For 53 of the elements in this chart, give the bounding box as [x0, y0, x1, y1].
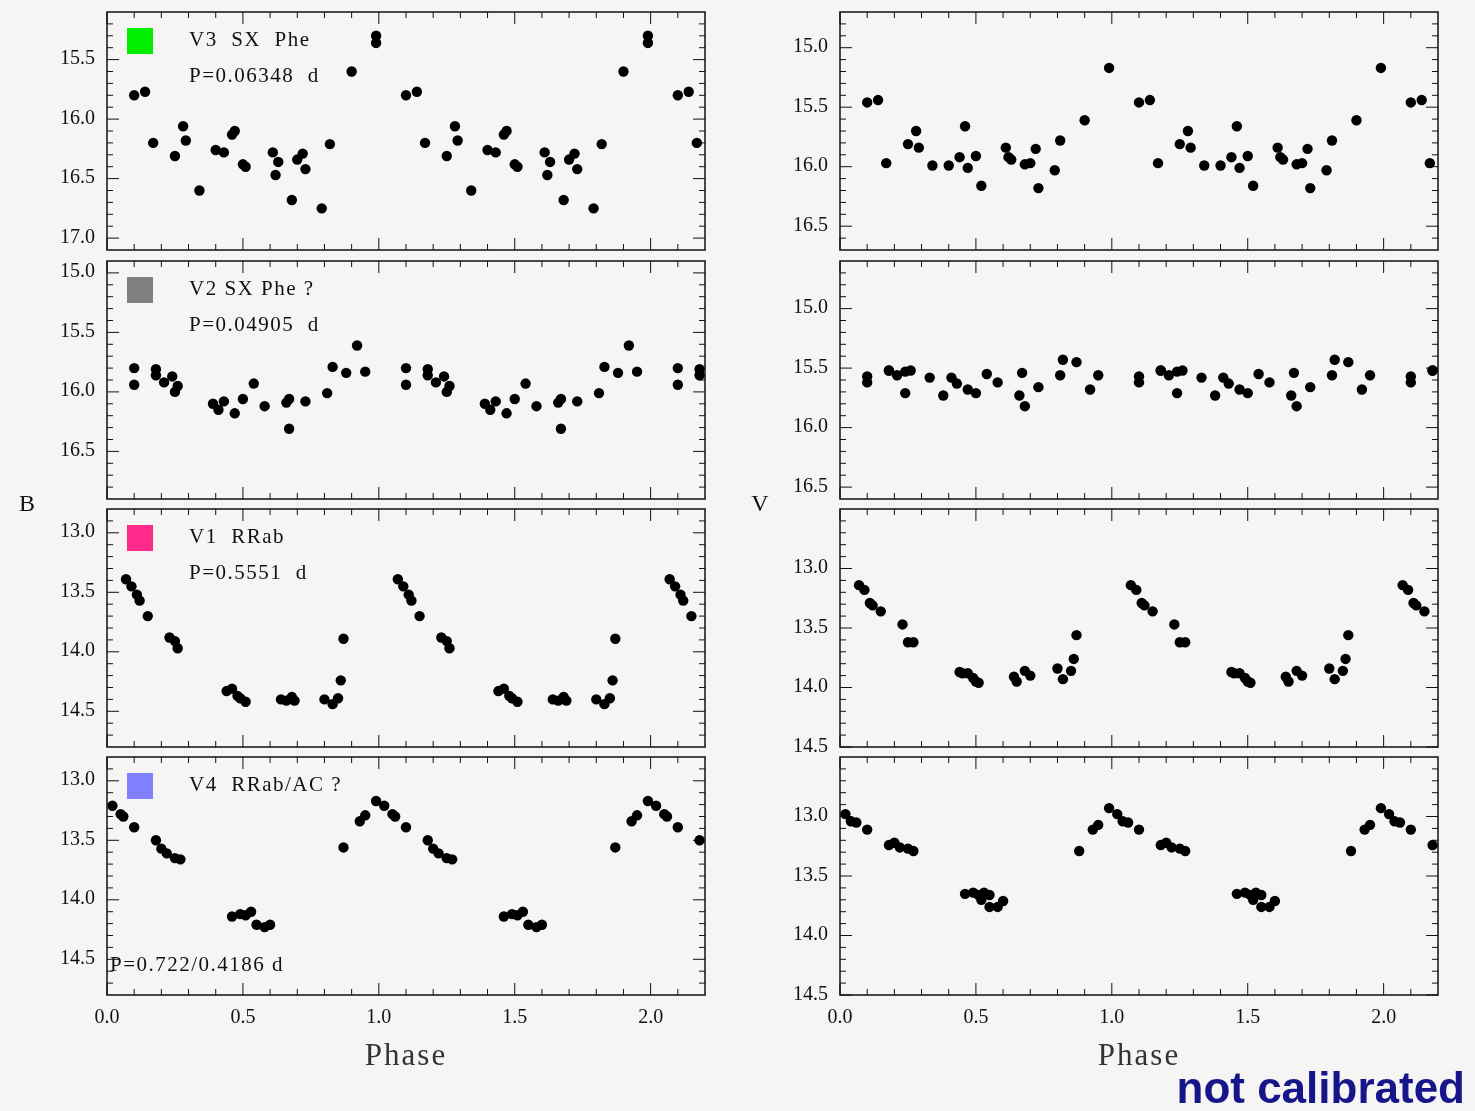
y-tick-label: 14.5	[60, 697, 95, 720]
y-tick-label: 15.5	[60, 318, 95, 341]
annotation: V4 RRab/AC ?	[189, 772, 343, 796]
y-tick-label: 13.5	[60, 578, 95, 601]
annotation: P=0.722/0.4186 d	[110, 952, 285, 976]
y-tick-label: 15.0	[60, 259, 95, 282]
y-tick-label: 14.5	[60, 945, 95, 968]
x-tick-label: 0.5	[230, 1005, 256, 1027]
y-tick-label: 13.0	[793, 555, 828, 578]
y-tick-label: 13.5	[60, 826, 95, 849]
y-tick-label: 16.5	[793, 473, 828, 496]
y-tick-label: 14.5	[793, 733, 828, 756]
x-tick-label: 1.5	[502, 1005, 528, 1027]
x-tick-label: 0.0	[827, 1005, 853, 1027]
y-tick-label: 15.5	[60, 46, 95, 69]
y-tick-label: 14.5	[793, 981, 828, 1004]
annotation: V2 SX Phe ?	[189, 276, 315, 300]
x-tick-label: 0.5	[963, 1005, 989, 1027]
x-tick-label: 1.5	[1235, 1005, 1261, 1027]
x-tick-label: 1.0	[366, 1005, 392, 1027]
y-tick-label: 16.0	[60, 378, 95, 401]
y-axis-title: B	[18, 490, 36, 516]
y-tick-label: 14.0	[793, 922, 828, 945]
y-tick-label: 15.5	[793, 354, 828, 377]
x-tick-label: 2.0	[638, 1005, 664, 1027]
y-tick-label: 15.0	[793, 34, 828, 57]
annotation: V3 SX Phe	[189, 27, 311, 51]
y-tick-label: 13.5	[793, 614, 828, 637]
y-tick-label: 16.0	[793, 153, 828, 176]
y-tick-label: 15.0	[793, 295, 828, 318]
y-tick-label: 13.5	[793, 862, 828, 885]
y-tick-label: 13.0	[60, 519, 95, 542]
y-tick-label: 17.0	[60, 224, 95, 247]
y-tick-label: 13.0	[60, 767, 95, 790]
x-tick-label: 0.0	[94, 1005, 120, 1027]
x-tick-label: 1.0	[1099, 1005, 1125, 1027]
y-tick-label: 16.5	[793, 212, 828, 235]
y-axis-title: V	[751, 490, 770, 516]
y-tick-label: 13.0	[793, 803, 828, 826]
y-tick-label: 16.5	[60, 437, 95, 460]
x-axis-title: Phase	[364, 1037, 448, 1072]
y-tick-label: 16.5	[60, 165, 95, 188]
annotation: P=0.5551 d	[189, 560, 308, 584]
annotation: P=0.06348 d	[189, 63, 320, 87]
y-tick-label: 15.5	[793, 93, 828, 116]
y-tick-label: 14.0	[60, 886, 95, 909]
y-tick-label: 14.0	[60, 638, 95, 661]
y-tick-label: 14.0	[793, 674, 828, 697]
x-tick-label: 2.0	[1371, 1005, 1397, 1027]
annotation: P=0.04905 d	[189, 312, 320, 336]
y-tick-label: 16.0	[60, 105, 95, 128]
annotation: V1 RRab	[189, 524, 285, 548]
y-tick-label: 16.0	[793, 414, 828, 437]
